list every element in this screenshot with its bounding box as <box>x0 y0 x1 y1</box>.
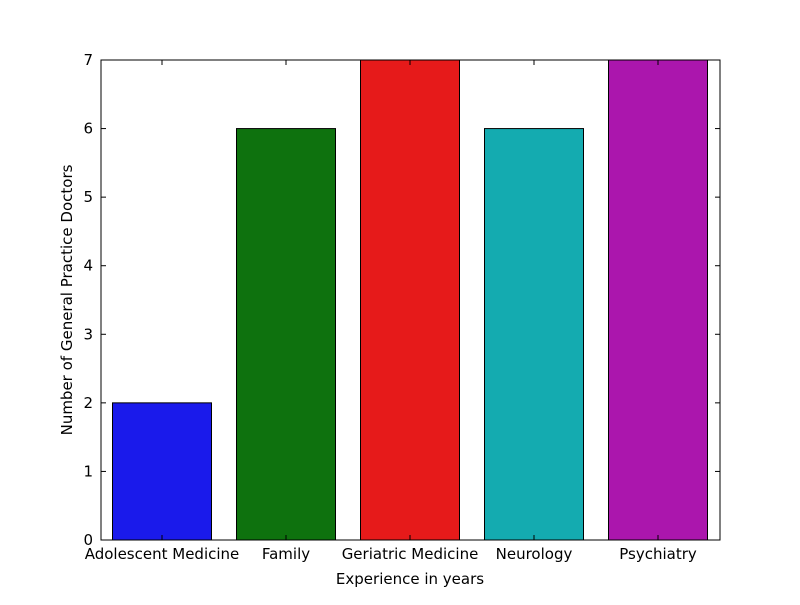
bar-adolescent-medicine <box>112 402 212 541</box>
y-axis-label: Number of General Practice Doctors <box>58 164 76 435</box>
x-axis-ticks: Adolescent Medicine Family Geriatric Medic… <box>85 60 697 563</box>
x-tick-label-adolescent-medicine: Adolescent Medicine <box>85 545 240 563</box>
bar-neurology <box>484 128 584 541</box>
y-axis-ticks: 0 1 2 3 4 5 6 7 <box>83 51 720 549</box>
y-tick-label-7: 7 <box>83 51 93 69</box>
x-tick-label-family: Family <box>262 545 310 563</box>
x-tick-label-geriatric-medicine: Geriatric Medicine <box>342 545 479 563</box>
x-tick-label-neurology: Neurology <box>496 545 573 563</box>
bars-layer <box>112 59 708 541</box>
y-tick-label-6: 6 <box>83 120 93 138</box>
bar-psychiatry <box>608 59 708 541</box>
y-tick-label-0: 0 <box>83 531 93 549</box>
y-tick-label-3: 3 <box>83 325 93 343</box>
y-tick-label-1: 1 <box>83 462 93 480</box>
y-tick-label-2: 2 <box>83 394 93 412</box>
x-axis-label: Experience in years <box>336 570 484 588</box>
x-tick-label-psychiatry: Psychiatry <box>619 545 697 563</box>
y-tick-label-4: 4 <box>83 257 93 275</box>
y-tick-label-5: 5 <box>83 188 93 206</box>
bar-geriatric-medicine <box>360 59 460 541</box>
bar-family <box>236 128 336 541</box>
